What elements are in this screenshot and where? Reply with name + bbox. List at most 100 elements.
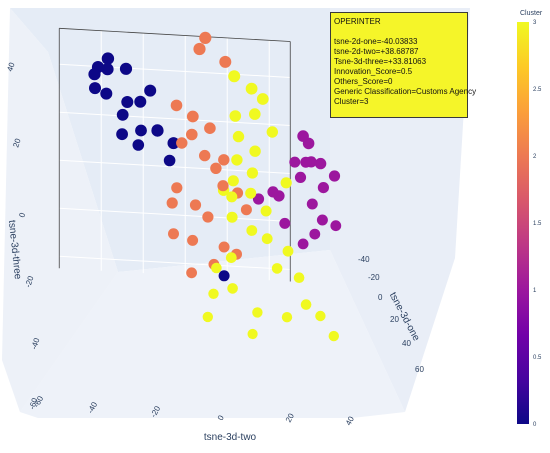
data-point[interactable] bbox=[330, 220, 342, 232]
data-point[interactable] bbox=[219, 55, 232, 68]
data-point[interactable] bbox=[199, 149, 211, 162]
data-point[interactable] bbox=[232, 130, 245, 143]
data-point[interactable] bbox=[204, 122, 216, 134]
data-point[interactable] bbox=[249, 145, 261, 157]
data-point[interactable] bbox=[218, 270, 230, 282]
data-point[interactable] bbox=[202, 211, 214, 223]
data-point[interactable] bbox=[101, 63, 114, 76]
data-point[interactable] bbox=[163, 154, 176, 167]
grid-line bbox=[59, 207, 291, 222]
data-point[interactable] bbox=[289, 156, 301, 168]
data-point[interactable] bbox=[309, 228, 321, 240]
data-point[interactable] bbox=[116, 128, 128, 141]
data-point[interactable] bbox=[217, 180, 229, 192]
tooltip-lines: tsne-2d-one=-40.03833 tsne-2d-two=+38.687… bbox=[334, 37, 477, 107]
data-point[interactable] bbox=[101, 52, 115, 65]
data-point[interactable] bbox=[226, 211, 238, 223]
data-point[interactable] bbox=[294, 171, 307, 183]
data-point[interactable] bbox=[300, 299, 312, 310]
data-point[interactable] bbox=[315, 310, 326, 322]
data-point[interactable] bbox=[267, 186, 279, 198]
data-point[interactable] bbox=[317, 182, 329, 194]
data-point[interactable] bbox=[176, 137, 188, 149]
data-point[interactable] bbox=[186, 110, 199, 123]
data-point[interactable] bbox=[144, 84, 157, 97]
data-point[interactable] bbox=[246, 225, 258, 236]
data-point[interactable] bbox=[211, 262, 222, 274]
data-point[interactable] bbox=[245, 187, 257, 199]
data-point[interactable] bbox=[100, 87, 113, 100]
data-point[interactable] bbox=[202, 311, 213, 323]
tooltip-line: Tsne-3d-three=+33.81063 bbox=[334, 57, 427, 66]
data-point[interactable] bbox=[256, 93, 269, 105]
data-point[interactable] bbox=[314, 157, 327, 170]
data-point[interactable] bbox=[193, 42, 206, 56]
data-point[interactable] bbox=[240, 204, 252, 216]
z-tick-label: -20 bbox=[23, 274, 35, 288]
data-point[interactable] bbox=[300, 156, 312, 168]
data-point[interactable] bbox=[132, 139, 145, 151]
data-point[interactable] bbox=[171, 182, 183, 194]
tooltip-line: Others_Score=0 bbox=[334, 77, 393, 86]
data-point[interactable] bbox=[231, 154, 243, 166]
data-point[interactable] bbox=[228, 70, 241, 83]
data-point[interactable] bbox=[328, 330, 339, 342]
colorbar-tick-label: 1.5 bbox=[533, 221, 542, 227]
data-point[interactable] bbox=[225, 252, 237, 263]
data-point[interactable] bbox=[226, 191, 238, 203]
data-point[interactable] bbox=[186, 128, 198, 141]
data-point[interactable] bbox=[218, 241, 230, 253]
data-point[interactable] bbox=[121, 96, 134, 108]
data-point[interactable] bbox=[199, 31, 212, 44]
data-point[interactable] bbox=[166, 197, 178, 209]
data-point[interactable] bbox=[208, 288, 219, 299]
data-point[interactable] bbox=[187, 234, 199, 246]
data-point[interactable] bbox=[306, 198, 318, 210]
data-point[interactable] bbox=[119, 62, 133, 75]
data-point[interactable] bbox=[210, 162, 222, 174]
colorbar-tick-label: 2 bbox=[533, 154, 537, 160]
data-point[interactable] bbox=[134, 95, 147, 108]
colorbar-title: Cluster bbox=[520, 10, 543, 17]
data-point[interactable] bbox=[266, 126, 278, 138]
data-point[interactable] bbox=[189, 199, 202, 211]
data-point[interactable] bbox=[328, 170, 341, 182]
data-point[interactable] bbox=[227, 175, 239, 187]
data-point[interactable] bbox=[281, 312, 293, 323]
data-point[interactable] bbox=[218, 154, 230, 166]
data-point[interactable] bbox=[252, 193, 265, 205]
colorbar-tick-label: 0 bbox=[533, 422, 537, 428]
data-point[interactable] bbox=[252, 307, 263, 318]
data-point[interactable] bbox=[88, 68, 101, 81]
data-point[interactable] bbox=[135, 124, 147, 137]
data-point[interactable] bbox=[170, 99, 183, 112]
data-point[interactable] bbox=[293, 272, 305, 284]
data-point[interactable] bbox=[89, 82, 101, 95]
data-point[interactable] bbox=[260, 205, 272, 217]
y-tick-label: 20 bbox=[390, 315, 399, 324]
data-point[interactable] bbox=[282, 245, 294, 257]
data-point[interactable] bbox=[168, 228, 179, 240]
data-point[interactable] bbox=[316, 214, 328, 226]
data-point[interactable] bbox=[249, 108, 261, 120]
data-point[interactable] bbox=[297, 130, 309, 142]
data-point[interactable] bbox=[245, 82, 258, 95]
data-point[interactable] bbox=[279, 217, 291, 229]
data-point[interactable] bbox=[116, 108, 129, 121]
colorbar-tick-label: 2.5 bbox=[533, 87, 542, 93]
data-point[interactable] bbox=[297, 238, 309, 250]
data-point[interactable] bbox=[229, 110, 242, 122]
data-point[interactable] bbox=[261, 233, 273, 245]
y-axis-ticks: -40 -20 0 20 40 60 bbox=[358, 255, 424, 374]
data-point[interactable] bbox=[280, 177, 292, 189]
left-wall bbox=[2, 8, 118, 412]
data-point[interactable] bbox=[246, 167, 258, 179]
data-point[interactable] bbox=[247, 328, 258, 340]
data-point[interactable] bbox=[186, 267, 198, 279]
data-point[interactable] bbox=[271, 263, 283, 274]
data-point[interactable] bbox=[151, 124, 164, 136]
data-point[interactable] bbox=[227, 283, 238, 294]
data-point[interactable] bbox=[167, 137, 180, 150]
tooltip-line: Generic Classification=Customs Agency bbox=[334, 87, 477, 96]
